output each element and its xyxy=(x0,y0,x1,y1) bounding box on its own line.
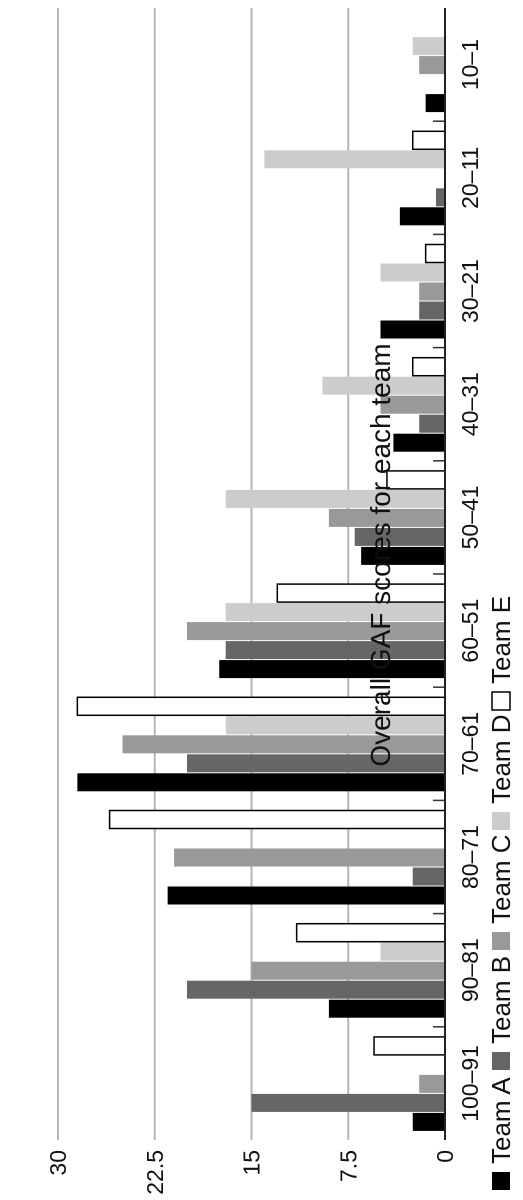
bar-team-c xyxy=(380,395,445,414)
bar-team-a xyxy=(77,773,445,792)
category-label: 100–91 xyxy=(457,1045,483,1122)
chart-title: Overall GAF scores for each team xyxy=(365,343,396,766)
category-label: 50–41 xyxy=(457,485,483,549)
category-label: 30–21 xyxy=(457,259,483,323)
bar-team-d xyxy=(264,150,445,169)
bar-team-a xyxy=(219,660,445,679)
bar-team-d xyxy=(380,942,445,961)
bar-team-e xyxy=(276,583,446,603)
bar-team-a xyxy=(380,320,445,339)
bar-team-c xyxy=(251,961,445,980)
bar-team-d xyxy=(412,37,445,56)
legend-label: Team D xyxy=(486,714,516,804)
legend-swatch-team-e xyxy=(491,691,511,711)
value-tick-label: 15 xyxy=(239,1150,265,1176)
bar-team-e xyxy=(108,809,446,830)
bar-team-b xyxy=(225,641,445,660)
bar-team-a xyxy=(361,546,445,565)
value-tick-label: 7.5 xyxy=(335,1150,361,1182)
bar-team-a xyxy=(393,433,445,452)
bar-team-b xyxy=(419,301,445,320)
bar-team-b xyxy=(419,414,445,433)
bar-team-c xyxy=(419,56,445,75)
bar-team-c xyxy=(419,1074,445,1093)
bar-team-d xyxy=(380,263,445,282)
legend-swatch-team-c xyxy=(492,932,510,950)
legend-label: Team C xyxy=(486,834,516,924)
category-label: 10–1 xyxy=(457,39,483,90)
legend-swatch-team-a xyxy=(492,1172,510,1190)
bars xyxy=(76,37,446,1131)
legend-swatch-team-d xyxy=(492,812,510,830)
category-label: 20–11 xyxy=(457,147,483,209)
bar-team-a xyxy=(399,207,445,226)
value-tick-label: 22.5 xyxy=(142,1150,168,1195)
legend-swatch-team-b xyxy=(492,1052,510,1070)
bar-team-b xyxy=(435,188,445,207)
bar-team-c xyxy=(419,282,445,301)
legend-label: Team B xyxy=(486,956,516,1044)
bar-team-c xyxy=(187,622,445,641)
axes: 100–91 90–81 80–71 70–61 60–51 50–41 40–31 30–2… xyxy=(45,8,483,1195)
value-tick-label: 30 xyxy=(45,1150,71,1176)
bar-team-a xyxy=(167,886,445,905)
bar-team-b xyxy=(187,754,445,773)
category-label: 90–81 xyxy=(457,938,483,1002)
category-label: 60–51 xyxy=(457,599,483,663)
legend-label: Team A xyxy=(486,1077,516,1164)
category-label: 80–71 xyxy=(457,825,483,889)
bar-team-b xyxy=(354,527,445,546)
bar-team-c xyxy=(122,735,445,754)
bar-team-b xyxy=(251,1093,445,1112)
bar-team-a xyxy=(425,94,445,113)
value-tick-label: 0 xyxy=(432,1150,458,1163)
bar-team-d xyxy=(322,376,445,395)
bar-team-c xyxy=(328,508,445,527)
bar-team-d xyxy=(225,489,445,508)
bar-team-d xyxy=(225,716,445,735)
bar-team-d xyxy=(225,603,445,622)
bar-team-e xyxy=(412,356,446,377)
bar-team-a xyxy=(328,999,445,1018)
bar-team-b xyxy=(187,980,445,999)
category-label: 40–31 xyxy=(457,372,483,436)
bar-team-c xyxy=(174,848,445,867)
bar-team-e xyxy=(412,130,446,151)
legend: Team A Team B Team C Team D Team E xyxy=(486,596,516,1190)
legend-label: Team E xyxy=(486,596,516,684)
bar-team-e xyxy=(424,243,446,264)
bar-team-a xyxy=(412,1112,445,1131)
category-label: 70–61 xyxy=(457,712,483,776)
bar-team-e xyxy=(295,922,446,943)
bar-team-e xyxy=(373,1036,446,1056)
bar-team-b xyxy=(412,867,445,886)
